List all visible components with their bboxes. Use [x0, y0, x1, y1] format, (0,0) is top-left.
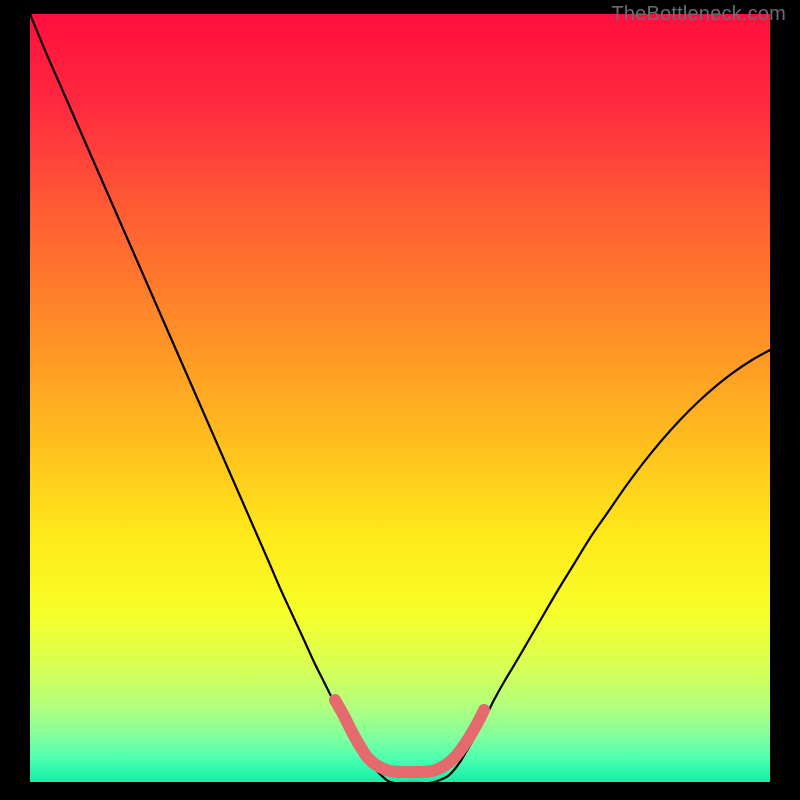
chart-canvas: TheBottleneck.com — [0, 0, 800, 800]
watermark-text: TheBottleneck.com — [611, 3, 786, 26]
chart-svg — [0, 0, 800, 800]
